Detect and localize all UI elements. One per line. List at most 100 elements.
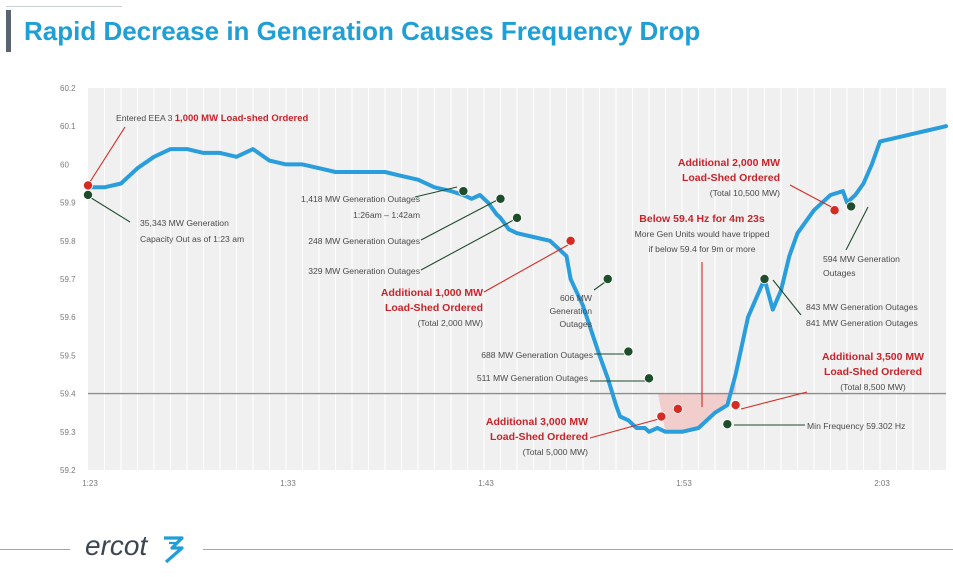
annotation-line: Additional 1,000 MW: [381, 287, 483, 299]
annotation-text: Additional 3,000 MW: [486, 416, 588, 428]
x-tick-label: 2:03: [874, 479, 890, 488]
annotation-text: Additional 1,000 MW: [381, 287, 483, 299]
annotation-line: (Total 5,000 MW): [523, 447, 589, 457]
annotation-text: (Total 8,500 MW): [840, 382, 906, 392]
outage-marker: [602, 273, 613, 284]
annotation-line: 1:26am – 1:42am: [353, 210, 420, 220]
ercot-logo-mark-icon: [164, 536, 184, 564]
y-tick-label: 59.8: [60, 237, 76, 246]
shaded-area: [658, 374, 736, 432]
load-shed-marker: [656, 411, 667, 422]
annotation-leader: [845, 206, 869, 251]
annotation-leader: [420, 196, 504, 241]
y-tick-label: 59.5: [60, 351, 76, 360]
load-shed-marker: [672, 403, 683, 414]
annotation-line: (Total 2,000 MW): [418, 318, 484, 328]
annotation-leader: [414, 186, 458, 198]
annotation-line: Min Frequency 59.302 Hz: [807, 421, 905, 431]
annotation-leader: [789, 184, 838, 211]
annotation-text: (Total 5,000 MW): [523, 447, 589, 457]
annotation-line: 841 MW Generation Outages: [806, 318, 918, 328]
outage-marker: [623, 346, 634, 357]
annotation-text: Load-Shed Ordered: [824, 366, 922, 378]
load-shed-marker: [565, 235, 576, 246]
annotation-line: Additional 3,000 MW: [486, 416, 588, 428]
annotation-leader: [589, 416, 667, 439]
annotation-text: 594 MW Generation: [823, 254, 900, 264]
x-tick-label: 1:43: [478, 479, 494, 488]
load-shed-marker: [829, 205, 840, 216]
annotation-leader: [740, 391, 808, 410]
x-tick-label: 1:23: [82, 479, 98, 488]
ercot-logo: ercot: [85, 530, 148, 561]
x-axis-ticks: 1:23 1:33 1:43 1:53 2:03: [82, 479, 890, 488]
annotation-text: Additional 3,500 MW: [822, 351, 924, 363]
outage-marker: [759, 273, 770, 284]
annotation-leaders: [87, 126, 869, 439]
below-threshold-shading: [658, 374, 736, 432]
annotation-leader: [420, 215, 522, 271]
load-shed-marker: [83, 180, 94, 191]
annotation-text: Generation: [549, 306, 592, 316]
annotation-text: Capacity Out as of 1:23 am: [140, 234, 244, 244]
frequency-series: [86, 124, 948, 434]
y-tick-label: 60.2: [60, 84, 76, 93]
outage-marker: [458, 186, 469, 197]
annotation-text: Load-Shed Ordered: [682, 172, 780, 184]
annotation-text: 841 MW Generation Outages: [806, 318, 918, 328]
y-axis-ticks: 60.2 60.1 60 59.9 59.8 59.7 59.6 59.5 59.4 59.3 59…: [60, 84, 76, 475]
annotation-line: 688 MW Generation Outages: [481, 350, 593, 360]
outage-marker: [846, 201, 857, 212]
annotation-text: 1,418 MW Generation Outages: [301, 194, 420, 204]
annotation-text: 1:26am – 1:42am: [353, 210, 420, 220]
annotation-line: Outages: [823, 268, 856, 278]
annotation-line: 511 MW Generation Outages: [477, 373, 588, 383]
title-top-rule: [6, 6, 122, 7]
annotation-leader: [772, 279, 802, 316]
y-tick-label: 60: [60, 160, 69, 169]
y-tick-label: 59.9: [60, 199, 76, 208]
outage-marker: [722, 419, 733, 430]
x-tick-label: 1:53: [676, 479, 692, 488]
annotation-line: 248 MW Generation Outages: [308, 236, 420, 246]
y-tick-label: 59.7: [60, 275, 76, 284]
annotation-line: 1,418 MW Generation Outages: [301, 194, 420, 204]
annotation-text: Outages: [560, 319, 593, 329]
y-tick-label: 59.4: [60, 390, 76, 399]
annotation-text: 35,343 MW Generation: [140, 218, 229, 228]
annotation-text: if below 59.4 for 9m or more: [649, 244, 756, 254]
annotation-line: (Total 10,500 MW): [710, 188, 780, 198]
load-shed-marker: [730, 400, 741, 411]
annotation-line: (Total 8,500 MW): [840, 382, 906, 392]
annotation-line: Below 59.4 Hz for 4m 23s: [639, 213, 765, 225]
annotation-line: 329 MW Generation Outages: [308, 266, 420, 276]
annotation-line: 606 MW: [560, 293, 593, 303]
annotation-leader: [87, 195, 131, 223]
annotation-text: Load-Shed Ordered: [490, 431, 588, 443]
title-accent-bar: [6, 10, 11, 52]
annotations: Entered EEA 3 1,000 MW Load-shed Ordered…: [116, 113, 924, 457]
y-tick-label: 60.1: [60, 122, 76, 131]
outage-marker: [644, 373, 655, 384]
footer-rule-right: [203, 549, 953, 550]
annotation-text: 248 MW Generation Outages: [308, 236, 420, 246]
annotation-text: Min Frequency 59.302 Hz: [807, 421, 905, 431]
annotation-text: Entered EEA 3: [116, 113, 175, 123]
annotation-line: Load-Shed Ordered: [682, 172, 780, 184]
outage-marker: [495, 193, 506, 204]
annotation-line: Load-Shed Ordered: [824, 366, 922, 378]
outage-marker: [512, 212, 523, 223]
annotation-text: Load-Shed Ordered: [385, 302, 483, 314]
annotation-line: Load-Shed Ordered: [385, 302, 483, 314]
page-title: Rapid Decrease in Generation Causes Freq…: [24, 16, 701, 46]
annotation-text: (Total 2,000 MW): [418, 318, 484, 328]
event-markers: [83, 180, 857, 430]
outage-marker: [83, 189, 94, 200]
frequency-line: [86, 124, 948, 434]
annotation-text: 1,000 MW Load-shed Ordered: [175, 113, 309, 124]
annotation-text: 606 MW: [560, 293, 593, 303]
x-tick-label: 1:33: [280, 479, 296, 488]
annotation-text: More Gen Units would have tripped: [635, 229, 770, 239]
annotation-text: Outages: [823, 268, 856, 278]
